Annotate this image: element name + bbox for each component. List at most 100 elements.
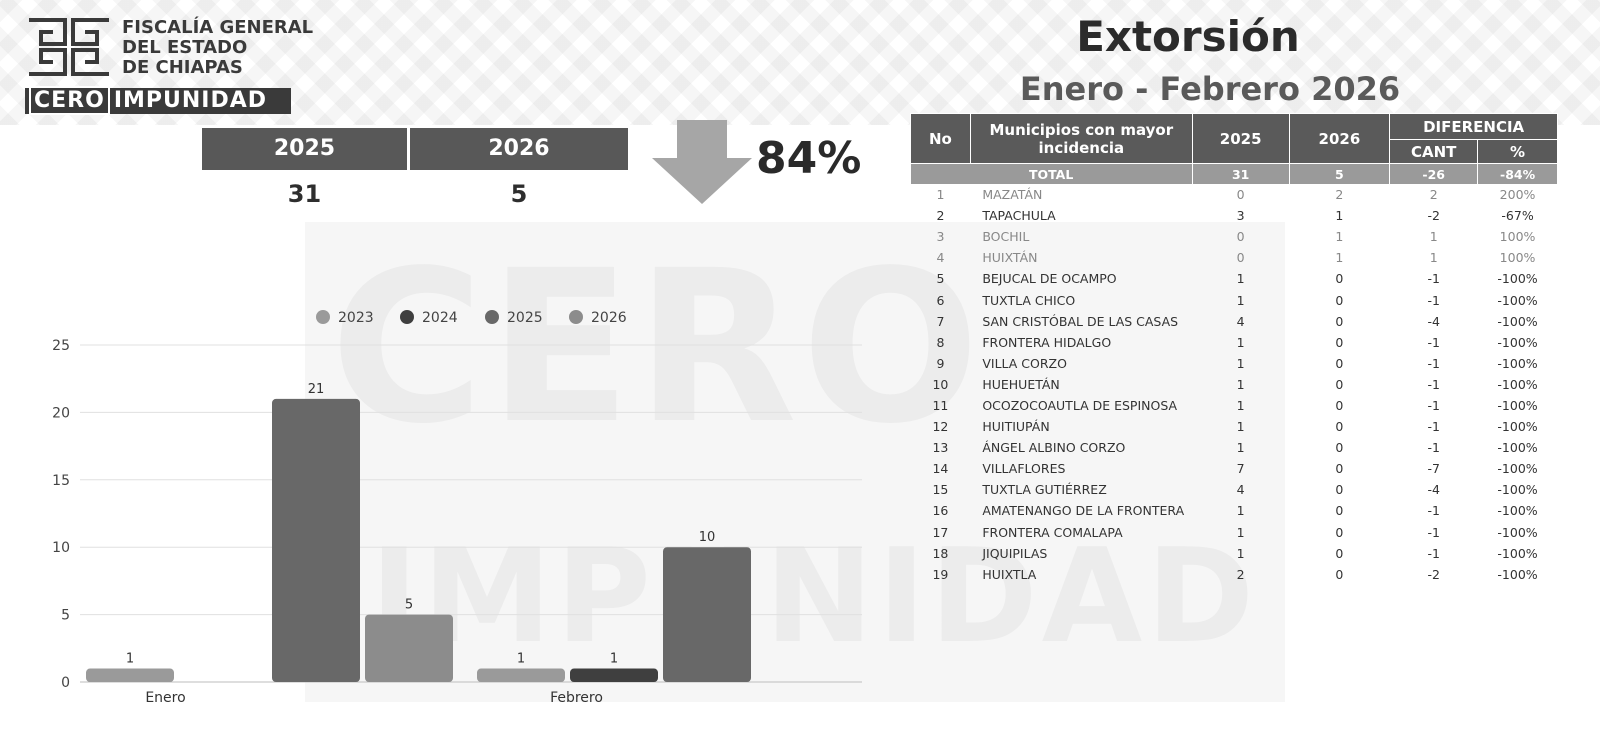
cell-municipio: AMATENANGO DE LA FRONTERA [982,503,1185,519]
municipios-table: No Municipios con mayor incidencia 2 0 2 5 … [910,113,1558,585]
cell-municipio: SAN CRISTÓBAL DE LAS CASAS [982,313,1179,329]
summary-value-a: 31 [287,180,322,208]
cell-cant: -7 [1427,461,1440,477]
cero-impunidad-banner: CERO IMPUNIDAD [25,86,291,115]
cell-municipio: OCOZOCOAUTLA DE ESPINOSA [982,397,1178,413]
cell-cant: 1 [1429,229,1438,245]
watermark-background [305,222,1285,702]
cell-no: 6 [936,292,945,308]
cell-pct: 200% [1499,187,1536,203]
cell-no: 5 [936,271,945,287]
y-tick-label: 20 [52,405,70,421]
logo-line-1: FISCALÍA GENERAL [122,17,314,38]
cell-2025: 1 [1236,545,1245,561]
table-row: 7 SAN CRISTÓBAL DE LAS CASAS 4 0 -4 -100% [911,311,1558,332]
cell-no: 4 [936,250,945,266]
table-row: 4 HUIXTÁN 0 1 1 100% [911,247,1558,268]
data-label: 1 [517,652,525,667]
y-tick-label: 15 [52,473,70,489]
cell-pct: -100% [1497,419,1538,435]
table-row: 15 TUXTLA GUTIÉRREZ 4 0 -4 -100% [911,479,1558,500]
down-arrow-icon [652,120,752,204]
cell-no: 15 [932,482,949,498]
summary-year-a-header: 2025 [202,128,407,170]
data-label: 21 [308,382,325,397]
cell-cant: 1 [1429,250,1438,266]
table-row: 16 AMATENANGO DE LA FRONTERA 1 0 -1 -100% [911,500,1558,521]
legend-label: 2023 [338,310,374,326]
table-row: 11 OCOZOCOAUTLA DE ESPINOSA 1 0 -1 -100% [911,395,1558,416]
data-label: 5 [405,598,413,613]
legend-swatch [569,310,583,324]
cell-municipio: HUITIUPÁN [982,419,1050,435]
cell-2026: 0 [1335,419,1344,435]
cell-pct: -100% [1497,482,1538,498]
cell-municipio: BEJUCAL DE OCAMPO [982,271,1117,287]
cell-pct: -100% [1497,271,1538,287]
cell-2026: 0 [1335,482,1344,498]
cell-cant: 2 [1429,187,1438,203]
y-tick-label: 5 [61,608,70,624]
header-diferencia: DIFERENCIA [1389,113,1558,140]
legend-label: 2024 [422,310,458,326]
cell-no: 2 [936,208,945,224]
cell-no: 8 [936,334,945,350]
total-2026: 5 [1289,163,1391,184]
greek-key-logo-icon [29,18,109,76]
cell-2026: 0 [1335,545,1344,561]
cell-no: 1 [936,187,945,203]
cell-no: 14 [932,461,949,477]
cell-2025: 0 [1236,229,1245,245]
header-cant: CANT [1389,139,1479,164]
cell-2025: 1 [1236,440,1245,456]
y-tick-label: 0 [61,675,70,691]
total-row: TOTAL 31 5 -26 -84% [910,163,1558,184]
logo-text: FISCALÍA GENERAL DEL ESTADO DE CHIAPAS [122,18,332,78]
cell-pct: -100% [1497,313,1538,329]
cell-municipio: TUXTLA GUTIÉRREZ [982,482,1107,498]
cell-pct: -100% [1497,292,1538,308]
cell-cant: -1 [1427,419,1440,435]
cell-2025: 1 [1236,397,1245,413]
cell-municipio: TUXTLA CHICO [982,292,1076,308]
cell-cant: -1 [1427,376,1440,392]
legend-label: 2026 [591,310,627,326]
cell-cant: -1 [1427,292,1440,308]
x-category-label: Febrero [550,690,603,706]
cell-no: 17 [932,524,949,540]
table-row: 17 FRONTERA COMALAPA 1 0 -1 -100% [911,522,1558,543]
cell-2025: 0 [1236,250,1245,266]
header-2025: 2025 [1191,113,1290,164]
watermark-bottom-text: IMPUNIDAD [370,520,1259,672]
cell-2026: 0 [1335,503,1344,519]
cell-pct: -100% [1497,566,1538,582]
cell-pct: -100% [1497,503,1538,519]
page-subtitle: Enero - Febrero 2026 [1019,70,1401,108]
cell-2026: 1 [1335,208,1344,224]
cell-municipio: MAZATÁN [982,187,1043,203]
cell-municipio: HUIXTLA [982,566,1037,582]
cell-2026: 0 [1335,566,1344,582]
cell-2026: 0 [1335,524,1344,540]
cell-no: 9 [936,355,945,371]
cell-municipio: BOCHIL [982,229,1030,245]
cell-pct: 100% [1499,250,1536,266]
total-pct: -84% [1477,163,1558,184]
table-row: 2 TAPACHULA 3 1 -2 -67% [911,205,1558,226]
logo-line-3: DE CHIAPAS [122,57,243,78]
cell-cant: -2 [1427,566,1440,582]
table-row: 1 MAZATÁN 0 2 2 200% [911,184,1558,205]
cell-2025: 1 [1236,419,1245,435]
cell-no: 16 [932,503,949,519]
header-2026: 2026 [1288,113,1391,164]
legend-label: 2025 [507,310,543,326]
cell-cant: -2 [1427,208,1440,224]
page-title: Extorsión [1076,12,1300,61]
table-row: 12 HUITIUPÁN 1 0 -1 -100% [911,416,1558,437]
bar [570,668,658,682]
cell-pct: -100% [1497,440,1538,456]
cell-cant: -4 [1427,313,1440,329]
cell-no: 10 [932,376,949,392]
cell-no: 7 [936,313,945,329]
table-row: 13 ÁNGEL ALBINO CORZO 1 0 -1 -100% [911,437,1558,458]
